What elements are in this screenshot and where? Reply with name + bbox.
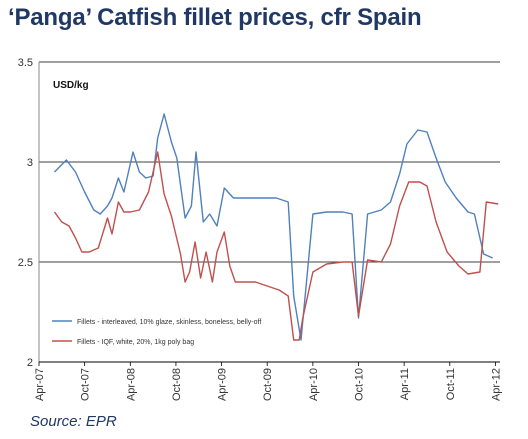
tick-labels: 2 2.5 3 3.5 Apr-07 Oct-07 Apr-08 Oct-08 Apr-09 Oc… — [18, 57, 503, 401]
x-tick-label: Oct-10 — [354, 368, 366, 401]
grid-lines — [39, 61, 500, 263]
series-lines — [53, 113, 499, 341]
legend-label-series-1: Fillets - interleaved, 10% glaze, skinle… — [77, 319, 261, 326]
source-note: Source: EPR — [30, 413, 117, 430]
y-tick-label: 3.5 — [18, 57, 33, 69]
x-tick-label: Apr-08 — [125, 368, 137, 401]
y-tick-label: 3 — [27, 157, 33, 169]
legend: Fillets - interleaved, 10% glaze, skinle… — [52, 319, 261, 346]
x-tick-label: Oct-07 — [80, 368, 92, 401]
x-tick-label: Apr-09 — [217, 368, 229, 401]
series-line-1 — [54, 113, 493, 341]
x-tick-label: Oct-11 — [445, 368, 457, 400]
x-tick-label: Oct-09 — [262, 368, 274, 401]
x-tick-label: Oct-08 — [171, 368, 183, 401]
x-tick-label: Apr-10 — [308, 368, 320, 401]
x-tick-label: Apr-11 — [399, 368, 411, 400]
y-tick-label: 2.5 — [18, 257, 33, 269]
y-tick-label: 2 — [27, 357, 33, 369]
x-tick-label: Apr-07 — [34, 368, 46, 401]
chart-title: ‘Panga’ Catfish fillet prices, cfr Spain — [8, 4, 422, 31]
y-axis-unit-label: USD/kg — [53, 80, 89, 91]
axes — [38, 62, 500, 366]
x-tick-label: Apr-12 — [490, 368, 502, 401]
series-line-2 — [53, 151, 499, 341]
legend-label-series-2: Fillets - IQF, white, 20%, 1kg poly bag — [77, 339, 194, 346]
plot-area — [39, 62, 500, 362]
